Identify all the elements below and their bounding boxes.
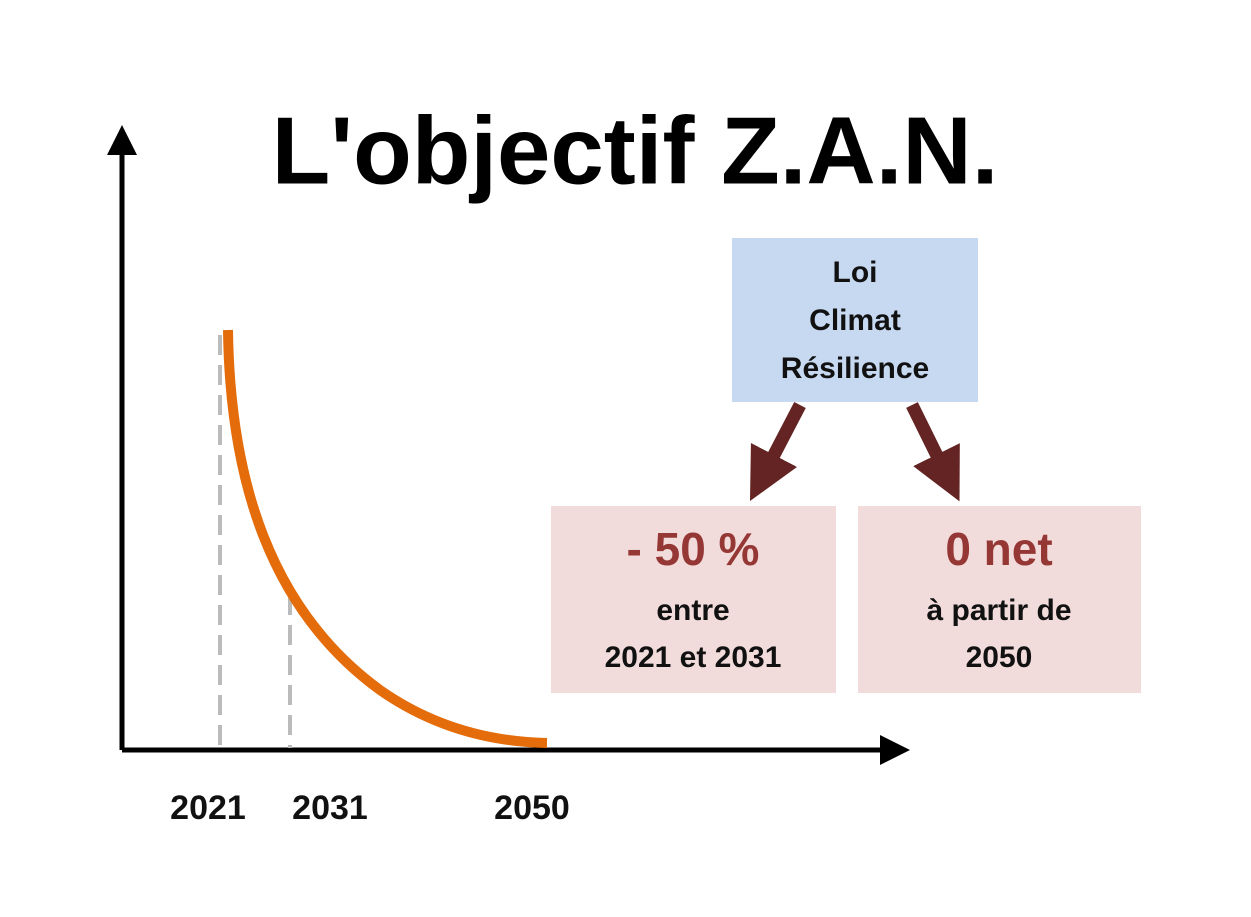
source-box bbox=[732, 238, 978, 402]
axis-label: 2031 bbox=[292, 789, 368, 827]
arrow bbox=[906, 402, 960, 502]
axis-label: 2021 bbox=[170, 789, 246, 827]
curve bbox=[223, 329, 548, 748]
result-box bbox=[551, 506, 836, 693]
title: L'objectif Z.A.N. bbox=[272, 97, 999, 204]
axis-label: 2050 bbox=[494, 789, 570, 827]
source-line: Climat bbox=[809, 304, 901, 337]
source-line: Loi bbox=[833, 256, 878, 289]
source-line: Résilience bbox=[781, 352, 929, 385]
headline: - 50 % bbox=[627, 523, 760, 575]
box-line: 2021 et 2031 bbox=[605, 641, 782, 674]
box-line: à partir de bbox=[926, 594, 1071, 627]
box-line: entre bbox=[656, 594, 729, 627]
box-line: 2050 bbox=[966, 641, 1033, 674]
arrow bbox=[749, 401, 806, 502]
result-box bbox=[858, 506, 1141, 693]
headline: 0 net bbox=[945, 523, 1052, 575]
